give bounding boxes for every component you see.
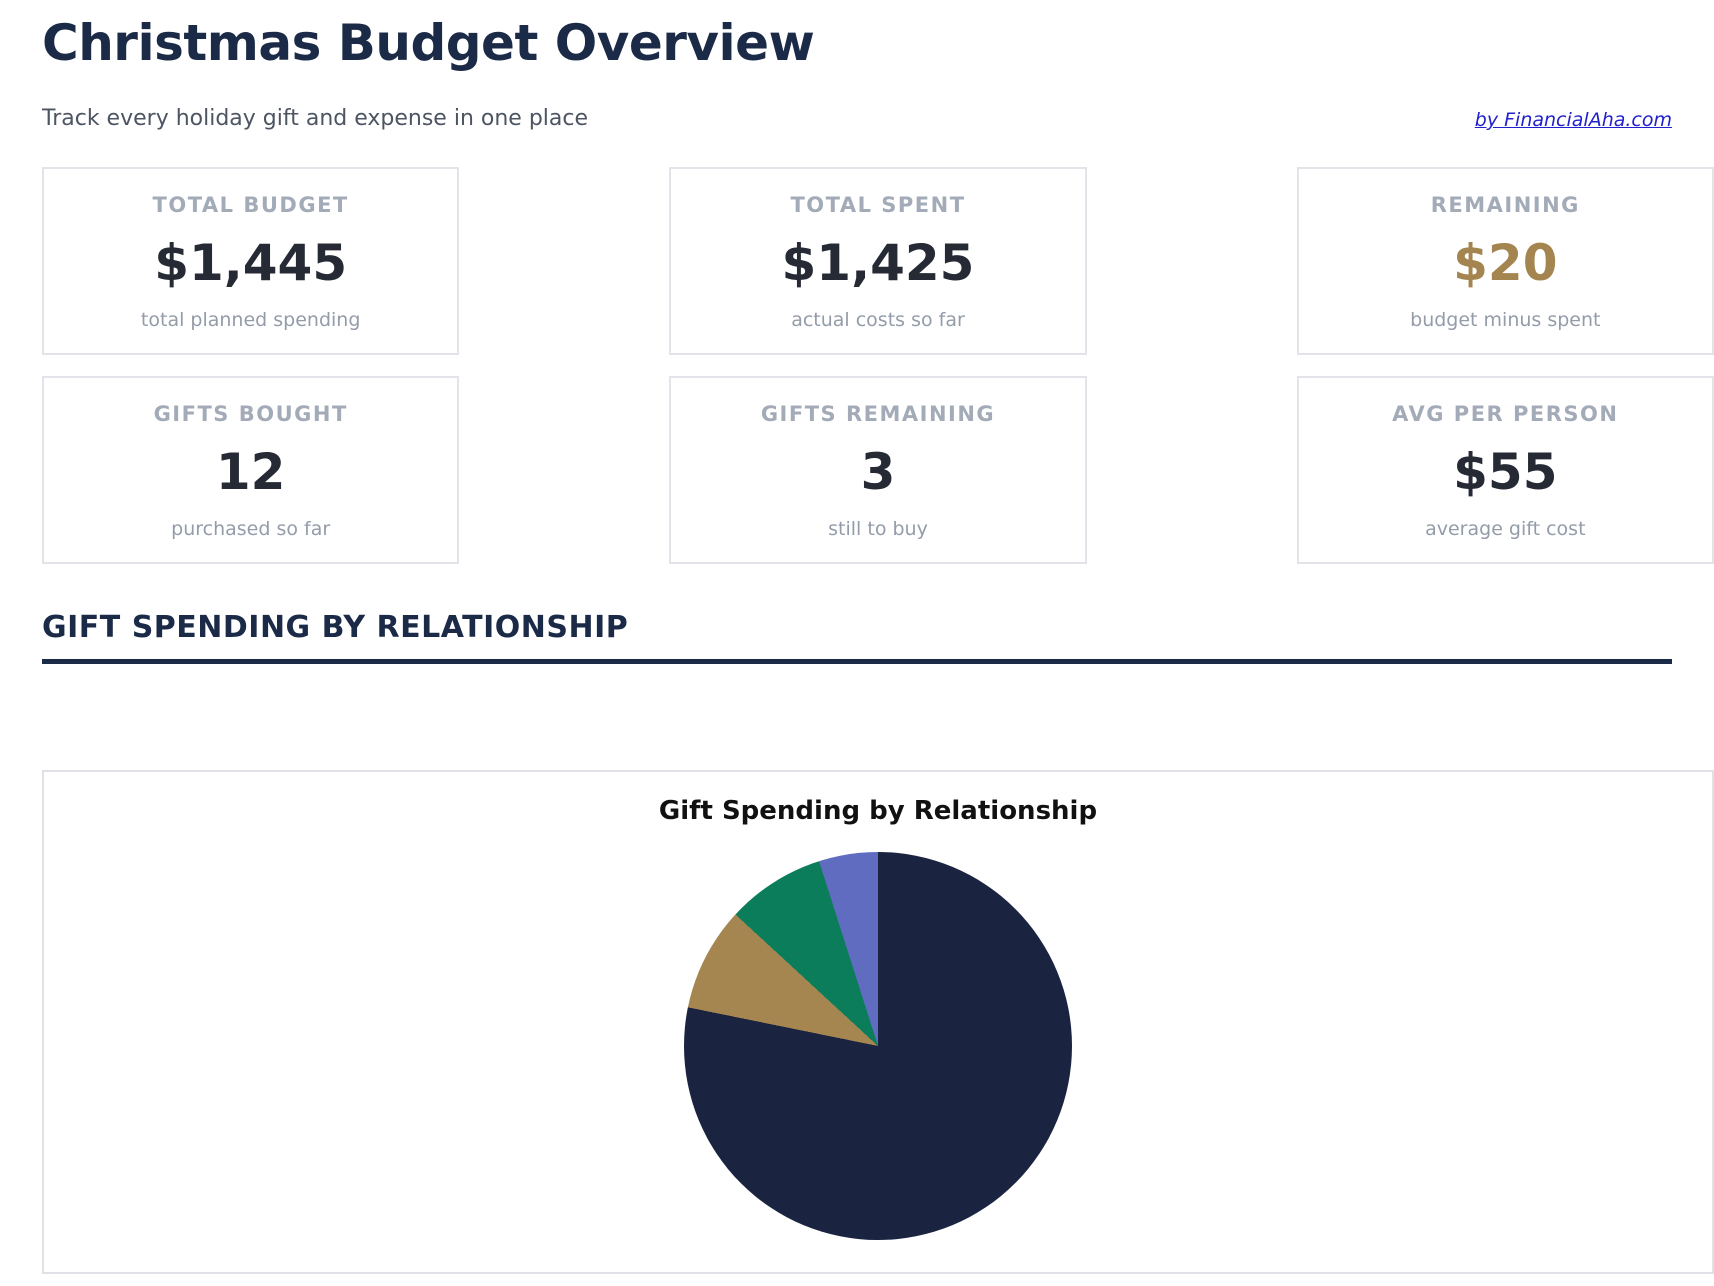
section-heading: GIFT SPENDING BY RELATIONSHIP — [42, 610, 629, 645]
stat-value: 3 — [860, 443, 896, 501]
header-row: Track every holiday gift and expense in … — [42, 106, 1672, 131]
stat-value: $55 — [1453, 443, 1558, 501]
stat-value: $1,425 — [781, 234, 975, 292]
stat-label: TOTAL BUDGET — [152, 193, 349, 217]
chart-title: Gift Spending by Relationship — [658, 796, 1098, 826]
stat-card-avg-per-person: AVG PER PERSON $55 average gift cost — [1296, 376, 1714, 564]
section-rule — [42, 659, 1672, 664]
stat-caption: budget minus spent — [1410, 309, 1601, 331]
stat-card-gifts-remaining: GIFTS REMAINING 3 still to buy — [669, 376, 1087, 564]
pie-chart — [684, 852, 1072, 1240]
stat-caption: average gift cost — [1425, 518, 1586, 540]
stat-label: AVG PER PERSON — [1392, 402, 1619, 426]
stat-value: $20 — [1453, 234, 1558, 292]
stat-card-total-spent: TOTAL SPENT $1,425 actual costs so far — [669, 167, 1087, 355]
stats-grid: TOTAL BUDGET $1,445 total planned spendi… — [42, 167, 1714, 564]
page-title: Christmas Budget Overview — [42, 14, 815, 72]
page-subtitle: Track every holiday gift and expense in … — [42, 106, 589, 131]
stat-caption: still to buy — [828, 518, 928, 540]
stat-card-total-budget: TOTAL BUDGET $1,445 total planned spendi… — [42, 167, 460, 355]
stat-caption: total planned spending — [140, 309, 361, 331]
attribution-link[interactable]: by FinancialAha.com — [1474, 109, 1672, 131]
stat-label: REMAINING — [1430, 193, 1580, 217]
stat-value: 12 — [215, 443, 286, 501]
stat-card-remaining: REMAINING $20 budget minus spent — [1296, 167, 1714, 355]
stat-label: GIFTS REMAINING — [760, 402, 996, 426]
stat-card-gifts-bought: GIFTS BOUGHT 12 purchased so far — [42, 376, 460, 564]
stat-label: TOTAL SPENT — [790, 193, 966, 217]
stat-caption: actual costs so far — [791, 309, 965, 331]
chart-panel: Gift Spending by Relationship — [42, 770, 1714, 1274]
stat-value: $1,445 — [154, 234, 348, 292]
budget-overview-page: Christmas Budget Overview Track every ho… — [0, 14, 1714, 1274]
stat-label: GIFTS BOUGHT — [153, 402, 348, 426]
stat-caption: purchased so far — [171, 518, 331, 540]
